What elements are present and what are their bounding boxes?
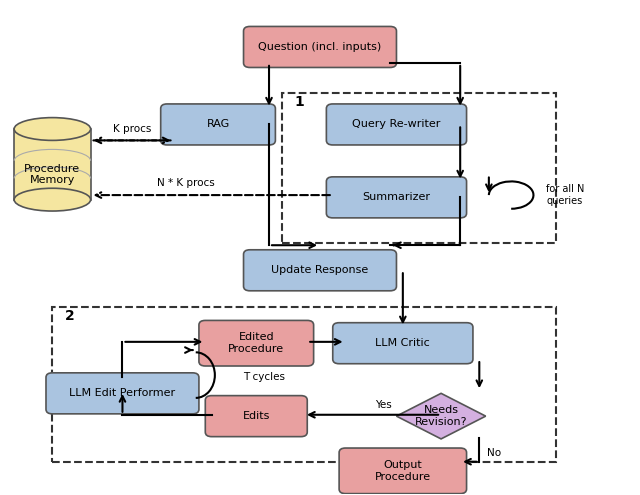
FancyBboxPatch shape bbox=[46, 373, 199, 414]
Text: K procs: K procs bbox=[113, 124, 151, 134]
FancyBboxPatch shape bbox=[326, 177, 467, 218]
Text: RAG: RAG bbox=[207, 119, 230, 130]
Text: Output
Procedure: Output Procedure bbox=[375, 460, 431, 482]
FancyBboxPatch shape bbox=[244, 250, 396, 291]
FancyBboxPatch shape bbox=[244, 26, 396, 67]
Polygon shape bbox=[396, 394, 486, 439]
Text: Needs
Revision?: Needs Revision? bbox=[415, 405, 467, 427]
Text: Procedure
Memory: Procedure Memory bbox=[24, 164, 81, 186]
Text: 1: 1 bbox=[294, 95, 304, 109]
Text: Edits: Edits bbox=[243, 411, 270, 421]
FancyBboxPatch shape bbox=[161, 104, 275, 145]
FancyBboxPatch shape bbox=[205, 396, 307, 437]
Ellipse shape bbox=[14, 188, 91, 211]
FancyBboxPatch shape bbox=[199, 320, 314, 366]
FancyBboxPatch shape bbox=[333, 323, 473, 364]
Text: No: No bbox=[487, 447, 501, 457]
Text: Edited
Procedure: Edited Procedure bbox=[228, 333, 284, 354]
FancyBboxPatch shape bbox=[326, 104, 467, 145]
Text: Update Response: Update Response bbox=[271, 265, 369, 275]
Text: N * K procs: N * K procs bbox=[157, 178, 215, 188]
Bar bbox=[52, 307, 556, 462]
Text: Summarizer: Summarizer bbox=[362, 193, 431, 202]
Bar bbox=[282, 93, 556, 243]
Text: 2: 2 bbox=[65, 309, 75, 323]
Text: Question (incl. inputs): Question (incl. inputs) bbox=[259, 42, 381, 52]
Text: LLM Edit Performer: LLM Edit Performer bbox=[69, 389, 175, 398]
Text: Query Re-writer: Query Re-writer bbox=[352, 119, 441, 130]
Text: T cycles: T cycles bbox=[244, 372, 285, 383]
Text: Yes: Yes bbox=[375, 400, 392, 410]
Bar bbox=[14, 129, 91, 199]
Text: for all N
queries: for all N queries bbox=[546, 184, 584, 206]
Text: LLM Critic: LLM Critic bbox=[376, 338, 430, 348]
Ellipse shape bbox=[14, 118, 91, 141]
FancyBboxPatch shape bbox=[339, 448, 467, 494]
